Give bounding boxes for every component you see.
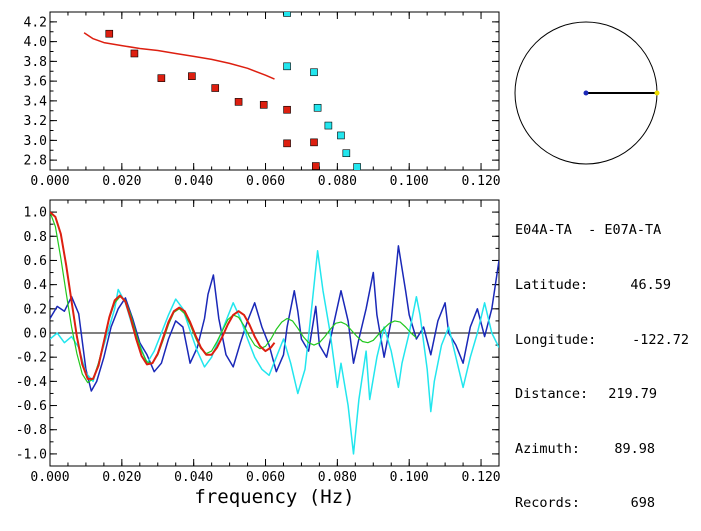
top-point	[106, 30, 113, 37]
top-frame	[50, 12, 499, 170]
top-point	[284, 106, 291, 113]
bottom-y-tick-label: -0.8	[16, 423, 47, 438]
top-point	[235, 98, 242, 105]
distance-label: Distance:	[515, 385, 599, 403]
bottom-y-tick-label: -0.6	[16, 399, 47, 414]
top-point	[312, 163, 319, 170]
bottom-series-line	[50, 212, 416, 383]
bottom-x-tick-label: 0.080	[318, 470, 357, 485]
azimuth-label: Azimuth:	[515, 440, 599, 458]
bottom-y-tick-label: 0.8	[24, 230, 47, 245]
top-point	[337, 132, 344, 139]
distance-value: 219.79	[599, 385, 657, 403]
bottom-x-tick-label: 0.020	[102, 470, 141, 485]
station-info-panel: E04A-TA - E07A-TA Latitude:46.59 Longitu…	[515, 185, 689, 531]
top-y-tick-label: 3.4	[24, 94, 48, 109]
bottom-y-tick-label: 0.6	[24, 254, 47, 269]
top-x-tick-label: 0.060	[246, 174, 285, 189]
top-x-tick-label: 0.040	[174, 174, 213, 189]
top-plot-area	[84, 9, 361, 170]
top-point	[284, 9, 291, 16]
latitude-label: Latitude:	[515, 276, 615, 294]
records-label: Records:	[515, 494, 599, 512]
longitude-row: Longitude:-122.72	[515, 331, 689, 349]
top-point	[131, 50, 138, 57]
bottom-x-tick-label: 0.040	[174, 470, 213, 485]
top-point	[325, 122, 332, 129]
top-y-tick-label: 3.2	[24, 114, 47, 129]
station-pair: E04A-TA - E07A-TA	[515, 221, 689, 239]
top-point	[311, 139, 318, 146]
top-point	[314, 104, 321, 111]
top-y-tick-label: 4.0	[24, 35, 47, 50]
latitude-row: Latitude:46.59	[515, 276, 689, 294]
top-y-tick-label: 3.0	[24, 134, 47, 149]
bottom-y-tick-label: 0.2	[24, 302, 47, 317]
bottom-x-tick-label: 0.000	[30, 470, 69, 485]
station-pair-text: E04A-TA - E07A-TA	[515, 221, 661, 239]
bottom-y-tick-label: -1.0	[16, 447, 47, 462]
azimuth-tip-dot	[655, 90, 660, 95]
records-value: 698	[599, 494, 655, 512]
top-point	[212, 85, 219, 92]
longitude-label: Longitude:	[515, 331, 615, 349]
top-point	[343, 150, 350, 157]
top-y-tick-label: 3.8	[24, 55, 47, 70]
top-point	[284, 140, 291, 147]
top-y-tick-label: 2.8	[24, 154, 47, 169]
top-point	[158, 75, 165, 82]
top-point	[311, 69, 318, 76]
bottom-y-tick-label: 0.4	[24, 278, 48, 293]
correlation-plot: 0.000 0.020 0.040 0.060 0.080 0.100 0.120 1.0 0.…	[16, 200, 501, 508]
bottom-y-tick-label: 1.0	[24, 206, 47, 221]
bottom-x-tick-label: 0.060	[246, 470, 285, 485]
dispersion-plot: 0.000 0.020 0.040 0.060 0.080 0.100 0.120 2.8 3.…	[24, 9, 501, 189]
top-point	[284, 63, 291, 70]
top-series-line	[84, 33, 274, 79]
bottom-y-tick-label: -0.2	[16, 351, 47, 366]
bottom-x-tick-label: 0.100	[390, 470, 429, 485]
top-x-tick-label: 0.020	[102, 174, 141, 189]
top-y-tick-label: 4.2	[24, 15, 47, 30]
azimuth-polar-plot	[515, 22, 660, 164]
bottom-series-line	[50, 246, 499, 391]
top-point	[260, 101, 267, 108]
latitude-value: 46.59	[615, 276, 671, 294]
top-x-tick-label: 0.120	[461, 174, 500, 189]
bottom-x-tick-label: 0.120	[461, 470, 500, 485]
top-x-tick-label: 0.000	[30, 174, 69, 189]
top-y-tick-label: 3.6	[24, 75, 47, 90]
azimuth-value: 89.98	[599, 440, 655, 458]
bottom-x-axis-title: frequency (Hz)	[194, 486, 354, 508]
longitude-value: -122.72	[615, 331, 689, 349]
distance-row: Distance:219.79	[515, 385, 689, 403]
azimuth-row: Azimuth:89.98	[515, 440, 689, 458]
top-point	[354, 164, 361, 171]
polar-center-dot	[584, 91, 589, 96]
top-x-tick-label: 0.100	[390, 174, 429, 189]
bottom-y-tick-label: 0.0	[24, 327, 47, 342]
bottom-y-tick-label: -0.4	[16, 375, 47, 390]
top-x-tick-label: 0.080	[318, 174, 357, 189]
records-row: Records:698	[515, 494, 689, 512]
top-point	[188, 73, 195, 80]
